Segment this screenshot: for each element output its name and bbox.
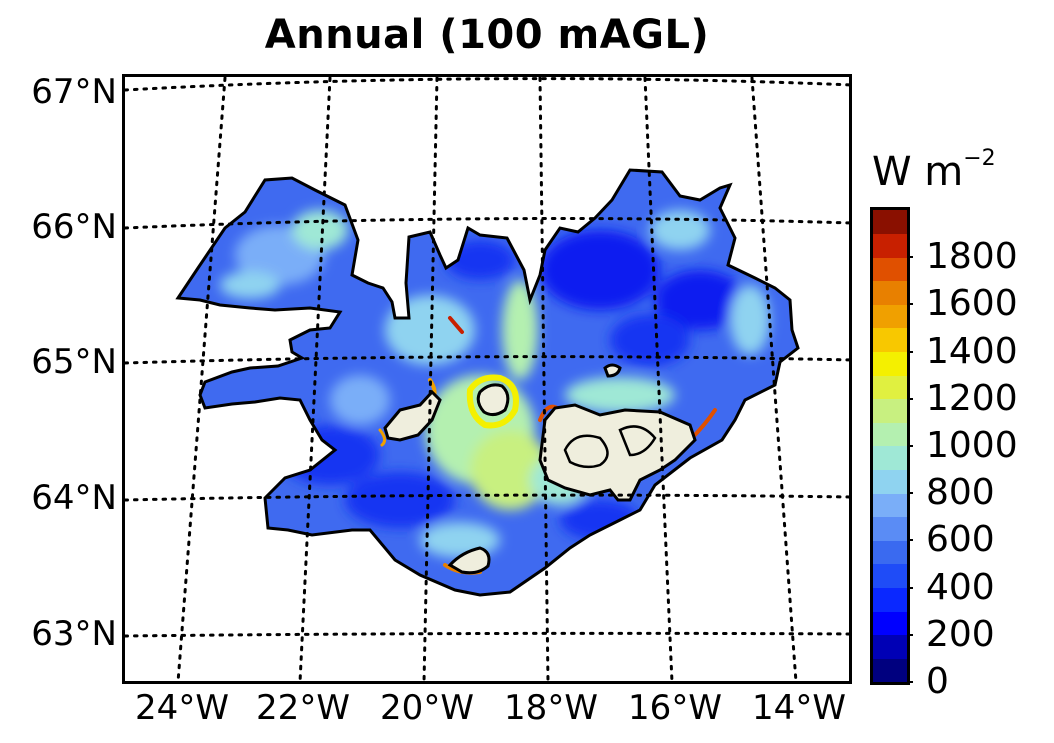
map-title: Annual (100 mAGL) — [264, 12, 710, 58]
colorbar-unit: W m−2 — [872, 146, 996, 195]
colorbar-segment — [873, 446, 907, 471]
lon-label-14w: 14°W — [752, 688, 846, 728]
colorbar-tick-label: 0 — [926, 661, 949, 702]
colorbar-tick — [907, 397, 913, 400]
wind-power-field — [178, 170, 798, 595]
colorbar-tick-label: 1200 — [926, 377, 1018, 419]
colorbar-tick-label: 600 — [926, 519, 995, 561]
map-frame — [122, 74, 852, 684]
lon-label-18w: 18°W — [504, 688, 598, 728]
lat-label-63: 63°N — [31, 614, 117, 654]
colorbar — [870, 207, 910, 685]
colorbar-segment — [873, 351, 907, 376]
graticule — [125, 77, 849, 681]
colorbar-segment — [873, 516, 907, 541]
colorbar-segment — [873, 304, 907, 329]
colorbar-tick — [907, 350, 913, 353]
colorbar-tick-label: 1000 — [926, 425, 1018, 466]
colorbar-tick — [907, 681, 913, 683]
colorbar-tick-label: 1400 — [926, 330, 1018, 372]
lon-label-20w: 20°W — [380, 688, 474, 728]
colorbar-unit-exponent: −2 — [963, 146, 996, 171]
lat-label-64: 64°N — [31, 478, 117, 518]
colorbar-tick — [907, 303, 913, 306]
colorbar-tick — [907, 256, 913, 259]
lon-label-24w: 24°W — [135, 688, 229, 728]
colorbar-tick-label: 200 — [926, 613, 995, 655]
lat-label-66: 66°N — [31, 207, 117, 247]
colorbar-segment — [873, 280, 907, 305]
colorbar-segment — [873, 233, 907, 258]
colorbar-tick — [907, 633, 913, 636]
colorbar-segment — [873, 634, 907, 659]
colorbar-segment — [873, 328, 907, 353]
glaciers — [383, 363, 697, 575]
colorbar-segment — [873, 493, 907, 518]
lon-label-22w: 22°W — [256, 688, 350, 728]
lat-label-65: 65°N — [31, 342, 117, 382]
colorbar-tick-label: 800 — [926, 472, 995, 514]
lon-label-16w: 16°W — [628, 688, 722, 728]
colorbar-segment — [873, 587, 907, 612]
colorbar-tick — [907, 445, 913, 447]
lat-label-67: 67°N — [31, 72, 117, 112]
colorbar-tick-label: 1600 — [926, 283, 1018, 325]
colorbar-segment — [873, 469, 907, 494]
colorbar-tick-label: 1800 — [926, 236, 1018, 278]
colorbar-segment — [873, 611, 907, 636]
colorbar-segment — [873, 210, 907, 235]
colorbar-segment — [873, 540, 907, 565]
colorbar-segment — [873, 257, 907, 282]
colorbar-segment — [873, 564, 907, 589]
colorbar-unit-text: W m — [872, 149, 964, 195]
colorbar-tick — [907, 586, 913, 589]
colorbar-segment — [873, 658, 907, 682]
iceland-map — [125, 77, 849, 681]
colorbar-segment — [873, 375, 907, 400]
colorbar-segment — [873, 422, 907, 447]
colorbar-segment — [873, 398, 907, 423]
colorbar-tick — [907, 492, 913, 495]
colorbar-tick-label: 400 — [926, 566, 995, 608]
colorbar-tick — [907, 539, 913, 542]
